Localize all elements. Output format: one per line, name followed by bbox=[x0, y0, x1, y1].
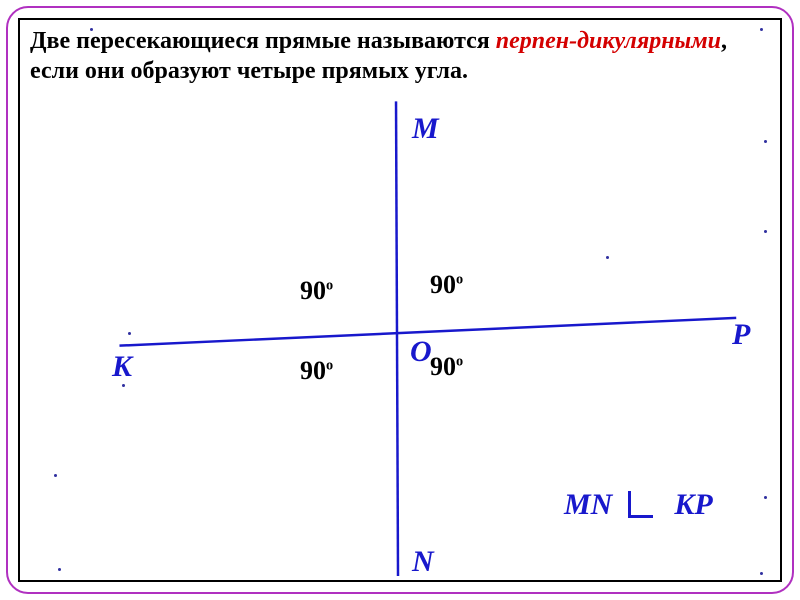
definition-part1: Две пересекающиеся прямые называются bbox=[30, 28, 496, 54]
perp-left: MN bbox=[564, 488, 612, 521]
point-label-N: N bbox=[412, 545, 434, 579]
angle-90-tr: 90o bbox=[430, 270, 463, 300]
speckle-dot bbox=[764, 230, 767, 233]
angle-90-bl: 90o bbox=[300, 356, 333, 386]
point-label-M: M bbox=[412, 112, 439, 146]
speckle-dot bbox=[764, 496, 767, 499]
speckle-dot bbox=[122, 384, 125, 387]
point-label-O: O bbox=[410, 335, 432, 369]
angle-90-br: 90o bbox=[430, 352, 463, 382]
speckle-dot bbox=[606, 256, 609, 259]
speckle-dot bbox=[54, 474, 57, 477]
definition-highlight: перпен-дикулярными bbox=[496, 28, 721, 54]
definition-text: Две пересекающиеся прямые называются пер… bbox=[30, 26, 770, 86]
line-MN bbox=[396, 101, 398, 576]
inner-frame: Две пересекающиеся прямые называются пер… bbox=[18, 18, 782, 582]
speckle-dot bbox=[760, 572, 763, 575]
speckle-dot bbox=[58, 568, 61, 571]
speckle-dot bbox=[760, 28, 763, 31]
perp-right: KP bbox=[674, 488, 712, 521]
speckle-dot bbox=[90, 28, 93, 31]
angle-90-tl: 90o bbox=[300, 276, 333, 306]
point-label-P: P bbox=[732, 318, 750, 352]
speckle-dot bbox=[128, 332, 131, 335]
speckle-dot bbox=[764, 140, 767, 143]
point-label-K: K bbox=[112, 350, 132, 384]
perpendicular-statement: MN KP bbox=[564, 488, 713, 522]
perpendicular-icon bbox=[628, 491, 653, 518]
